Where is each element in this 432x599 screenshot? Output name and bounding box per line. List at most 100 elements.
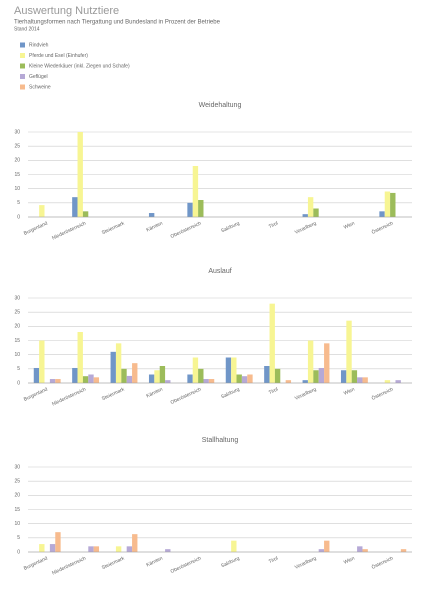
bar — [165, 549, 171, 552]
legend-label: Rindvieh — [29, 42, 49, 48]
bar — [241, 376, 248, 383]
legend-label: Schweine — [29, 84, 51, 90]
bar — [33, 367, 40, 383]
bar — [362, 377, 368, 383]
bar — [231, 357, 237, 383]
bar — [231, 540, 237, 552]
bar — [384, 191, 391, 217]
bar — [93, 546, 100, 552]
y-tick-label: 20 — [14, 324, 20, 330]
x-tick-label: Steiermark — [101, 555, 126, 571]
legend-swatch — [20, 42, 25, 48]
x-tick-label: Oberösterreich — [170, 555, 203, 575]
bar — [340, 370, 347, 383]
bar — [192, 357, 199, 383]
bar — [307, 197, 314, 217]
y-tick-label: 5 — [17, 535, 20, 541]
x-tick-label: Steiermark — [101, 386, 126, 402]
legend-swatch — [20, 74, 25, 79]
bar — [187, 202, 193, 217]
x-tick-label: Burgenland — [23, 555, 49, 571]
x-tick-label: Österreich — [370, 220, 394, 236]
x-tick-label: Niederösterreich — [51, 555, 87, 576]
bar — [247, 374, 253, 383]
bar — [148, 374, 155, 383]
x-tick-label: Kärnten — [145, 220, 164, 233]
x-tick-label: Niederösterreich — [51, 220, 87, 241]
y-tick-label: 5 — [17, 200, 20, 206]
bar — [274, 368, 281, 383]
y-tick-label: 25 — [14, 143, 20, 149]
y-tick-label: 15 — [14, 507, 20, 513]
bar — [159, 366, 166, 383]
bar — [313, 370, 319, 383]
bar — [82, 211, 89, 217]
bar — [357, 377, 363, 383]
bar — [384, 380, 391, 383]
page-date: Stand 2014 — [14, 26, 40, 32]
bar — [82, 376, 89, 383]
legend-label: Kleine Wiederkäuer (inkl. Ziegen und Sch… — [29, 63, 130, 69]
bar — [208, 379, 215, 383]
y-tick-label: 20 — [14, 158, 20, 164]
x-tick-label: Vorarlberg — [294, 386, 318, 401]
y-tick-label: 25 — [14, 478, 20, 484]
legend-swatch — [20, 53, 25, 58]
bar — [49, 379, 56, 383]
bar — [132, 534, 138, 552]
bar — [165, 380, 171, 383]
y-tick-label: 15 — [14, 172, 20, 178]
y-tick-label: 30 — [14, 129, 20, 135]
y-tick-label: 25 — [14, 309, 20, 315]
bar — [93, 377, 100, 383]
x-tick-label: Tirol — [268, 387, 279, 396]
bar — [121, 368, 127, 383]
y-tick-label: 10 — [14, 521, 20, 527]
x-tick-label: Tirol — [268, 556, 279, 565]
y-tick-label: 5 — [17, 366, 20, 372]
legend-label: Geflügel — [29, 74, 48, 80]
x-tick-label: Tirol — [268, 221, 279, 230]
chart-title: Weidehaltung — [199, 102, 242, 109]
x-tick-label: Oberösterreich — [170, 220, 203, 240]
bar — [203, 379, 209, 383]
legend-swatch — [20, 84, 25, 90]
x-tick-label: Burgenland — [23, 220, 49, 236]
bar — [55, 379, 61, 383]
bar — [324, 540, 330, 552]
bar — [362, 549, 368, 552]
x-tick-label: Salzburg — [220, 220, 241, 234]
x-tick-label: Vorarlberg — [294, 220, 318, 235]
bar — [379, 211, 385, 217]
bar — [390, 192, 396, 217]
bar — [225, 357, 232, 383]
bar — [264, 366, 270, 383]
bar — [318, 549, 325, 552]
bar — [39, 544, 45, 552]
bar — [88, 546, 94, 552]
x-tick-label: Salzburg — [220, 555, 241, 569]
x-tick-label: Steiermark — [101, 220, 126, 236]
bar — [357, 546, 363, 552]
bar — [192, 166, 199, 217]
x-tick-label: Salzburg — [220, 386, 241, 400]
y-tick-label: 0 — [17, 380, 20, 386]
x-tick-label: Vorarlberg — [294, 555, 318, 570]
bar — [132, 363, 138, 383]
bar — [187, 374, 193, 383]
bar — [318, 367, 325, 383]
y-tick-label: 10 — [14, 186, 20, 192]
bar — [302, 214, 308, 217]
bar — [115, 546, 122, 552]
bar — [115, 343, 122, 383]
bar — [39, 205, 45, 217]
bar — [72, 367, 78, 383]
y-tick-label: 10 — [14, 352, 20, 358]
x-tick-label: Wien — [343, 220, 356, 230]
x-tick-label: Wien — [343, 386, 356, 396]
bar — [236, 374, 242, 383]
chart-title: Auslauf — [208, 268, 231, 275]
x-tick-label: Österreich — [370, 386, 394, 402]
y-tick-label: 15 — [14, 338, 20, 344]
bar — [77, 332, 83, 383]
